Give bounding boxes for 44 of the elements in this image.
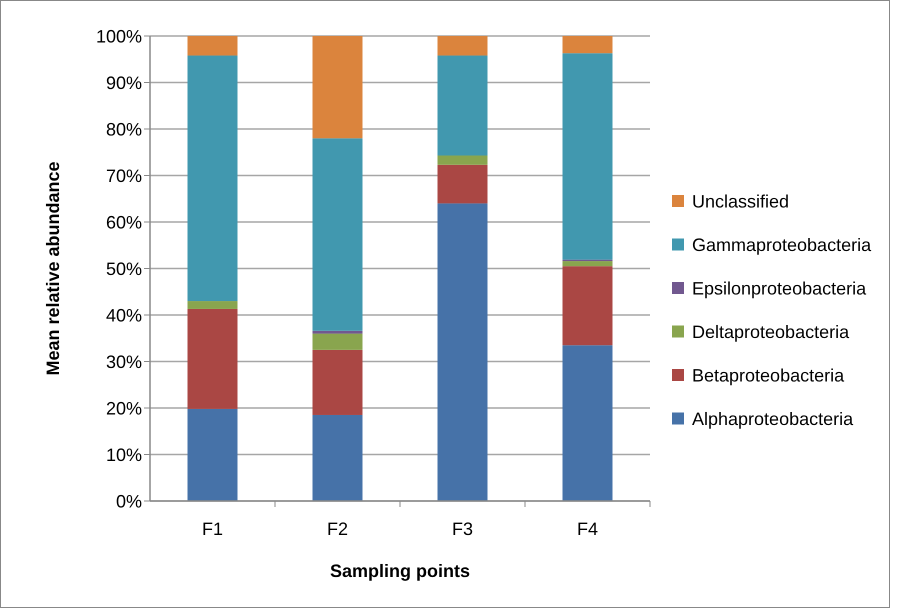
bar [312,330,362,334]
bar [562,261,612,266]
bar [438,164,488,204]
y-tick-label: 20% [106,398,142,418]
bar [188,36,238,56]
bar [188,408,238,501]
bar [562,36,612,54]
bar [312,334,362,350]
bar [438,36,488,56]
legend-label: Betaproteobacteria [692,365,846,386]
x-tick-label: F4 [576,519,598,539]
y-tick-label: 0% [116,491,142,512]
y-tick-label: 50% [106,258,142,279]
bar [312,350,362,415]
y-tick-label: 90% [106,72,142,93]
bar [438,56,488,156]
y-tick-label: 40% [106,305,142,326]
y-tick-label: 30% [106,352,142,372]
bar [562,266,612,346]
bar [188,301,238,309]
y-tick-label: 70% [106,166,142,186]
legend-label: Alphaproteobacteria [692,408,854,429]
legend-label: Gammaproteobacteria [692,234,872,255]
y-tick-label: 100% [96,26,142,46]
y-axis-title: Mean relative abundance [43,161,63,376]
x-axis-title: Sampling points [330,561,470,581]
y-tick-label: 60% [106,212,142,232]
legend-label: Deltaproteobacteria [692,322,850,342]
bar [312,414,362,501]
legend-label: Unclassified [692,191,790,212]
legend-label: Epsilonproteobacteria [692,278,868,298]
bar [562,345,612,501]
x-tick-label: F2 [326,519,348,539]
y-tick-label: 10% [106,444,142,465]
x-tick-label: F1 [202,519,224,539]
x-tick-label: F3 [452,519,474,539]
bar [312,36,362,138]
y-tick-label: 80% [106,119,142,140]
bar [188,56,238,302]
bar [438,156,488,165]
bar [438,203,488,501]
bar [562,53,612,260]
bar [188,308,238,409]
bar [312,138,362,331]
